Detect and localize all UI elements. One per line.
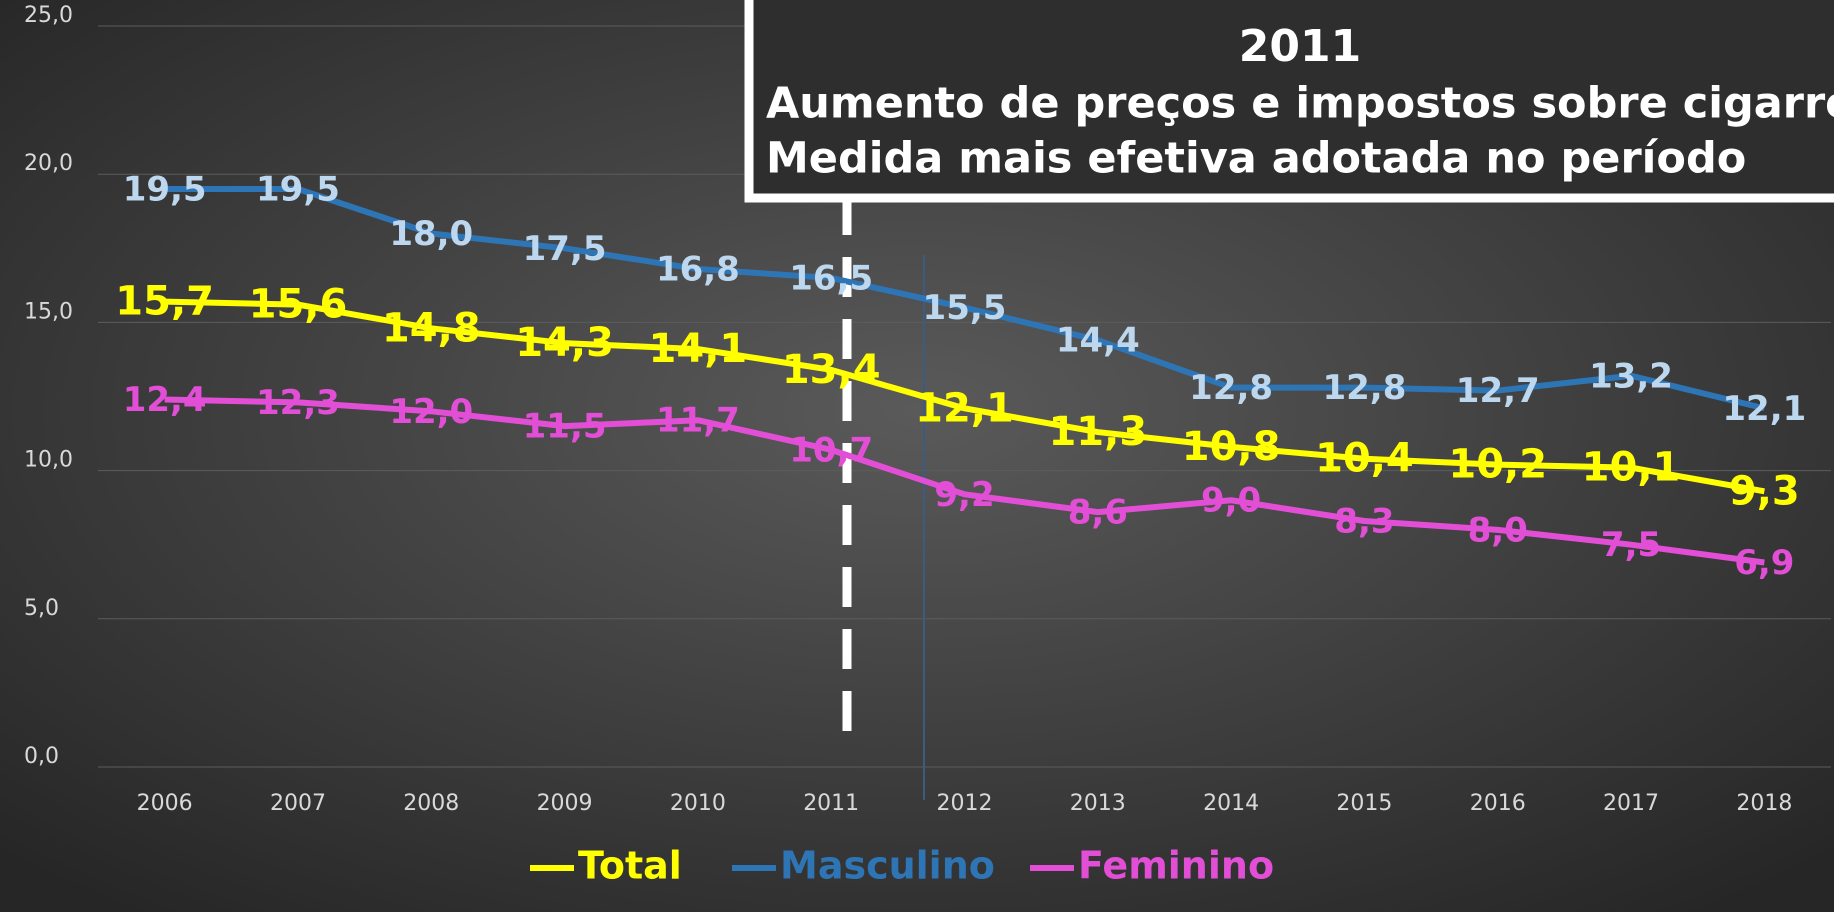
data-label: 9,2 [934,475,994,515]
data-label: 15,5 [923,288,1007,328]
data-label: 14,4 [1056,321,1140,361]
data-label: 10,4 [1315,436,1414,482]
data-label: 19,5 [123,170,207,210]
x-tick-label: 2014 [1203,791,1259,816]
legend: Total Masculino Feminino [530,844,1274,888]
data-label: 10,1 [1582,445,1681,491]
data-label: 11,7 [656,401,740,441]
data-label: 10,8 [1182,424,1281,470]
data-label: 8,0 [1468,510,1528,550]
data-label: 8,6 [1068,493,1128,533]
y-tick-label: 10,0 [24,448,73,473]
data-label: 14,3 [515,320,614,366]
data-label: 12,4 [123,380,207,420]
x-tick-label: 2006 [137,791,193,816]
series-line [164,298,1765,495]
annotation-year: 2011 [1239,21,1361,72]
data-label: 16,8 [656,250,740,290]
data-label: 10,7 [789,430,873,470]
x-tick-label: 2007 [270,791,326,816]
x-tick-label: 2011 [803,791,859,816]
x-tick-label: 2013 [1070,791,1126,816]
data-label: 19,5 [256,170,340,210]
data-label: 12,8 [1322,368,1406,408]
labels: 15,7 15,6 14,8 14,3 14,1 13,4 12,1 11,3 10,8 10,4… [115,170,1806,583]
data-label: 14,1 [649,326,748,372]
data-label: 13,2 [1589,356,1673,396]
data-label: 9,0 [1201,481,1261,521]
x-tick-label: 2012 [937,791,993,816]
legend-label: Feminino [1078,844,1274,888]
x-tick-label: 2015 [1336,791,1392,816]
x-tick-label: 2017 [1603,791,1659,816]
data-label: 12,8 [1189,368,1273,408]
series-line [164,186,1766,412]
y-tick-label: 15,0 [24,299,73,324]
data-label: 8,3 [1334,501,1394,541]
data-label: 17,5 [523,229,607,269]
legend-label: Total [578,844,682,888]
x-tick-label: 2016 [1470,791,1526,816]
y-tick-label: 25,0 [24,3,73,28]
data-label: 15,6 [249,282,348,328]
x-tick-label: 2010 [670,791,726,816]
data-label: 6,9 [1734,543,1794,583]
data-label: 16,5 [789,258,873,298]
series-line [164,396,1765,566]
data-label: 11,5 [523,407,607,447]
data-label: 13,4 [782,347,881,393]
data-label: 18,0 [389,214,473,254]
data-label: 11,3 [1048,409,1147,455]
y-tick-label: 5,0 [24,596,59,621]
data-label: 12,0 [389,392,473,432]
data-label: 10,2 [1448,442,1547,488]
annotation-line: Medida mais efetiva adotada no período [766,134,1746,184]
lines [164,186,1766,566]
data-label: 12,1 [915,385,1014,431]
data-label: 9,3 [1729,468,1800,514]
x-tick-label: 2009 [537,791,593,816]
data-label: 14,8 [382,305,481,351]
legend-label: Masculino [780,844,995,888]
annotation-box [744,0,1834,203]
data-label: 15,7 [115,279,214,325]
grid: 0,0 5,0 10,0 15,0 20,0 25,0 2006 2007 2008 2009 20… [24,3,1831,816]
y-tick-label: 0,0 [24,744,59,769]
annotation-line: Aumento de preços e impostos sobre cigar… [766,79,1834,129]
x-tick-label: 2008 [403,791,459,816]
y-tick-label: 20,0 [24,151,73,176]
data-label: 12,1 [1722,389,1806,429]
data-label: 12,7 [1456,371,1540,411]
x-tick-label: 2018 [1736,791,1792,816]
data-label: 12,3 [256,383,340,423]
data-label: 7,5 [1601,525,1661,565]
